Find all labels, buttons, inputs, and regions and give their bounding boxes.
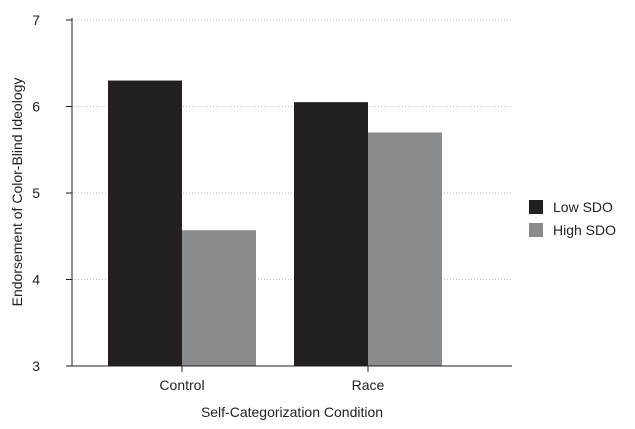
legend-label: Low SDO [553, 199, 613, 215]
legend-label: High SDO [553, 222, 616, 238]
x-ticks: Control Race [159, 366, 385, 393]
x-axis-title: Self-Categorization Condition [201, 404, 383, 420]
bar-high-sdo-race [368, 132, 442, 366]
y-tick-label: 6 [32, 99, 40, 115]
y-axis-title: Endorsement of Color-Blind Ideology [9, 78, 25, 307]
y-tick-label: 4 [32, 272, 40, 288]
axes [66, 18, 512, 367]
legend-swatch [529, 200, 543, 214]
y-tick-label: 3 [32, 358, 40, 374]
bars [108, 80, 442, 367]
bar-low-sdo-race [294, 102, 368, 367]
legend-swatch [529, 223, 543, 237]
x-tick-label: Race [352, 377, 385, 393]
x-tick-label: Control [159, 377, 204, 393]
legend: Low SDO High SDO [529, 199, 616, 238]
y-tick-label: 7 [32, 12, 40, 28]
bar-high-sdo-control [182, 230, 256, 366]
y-ticks: 3 4 5 6 7 [32, 12, 72, 374]
bar-low-sdo-control [108, 80, 182, 367]
y-tick-label: 5 [32, 185, 40, 201]
